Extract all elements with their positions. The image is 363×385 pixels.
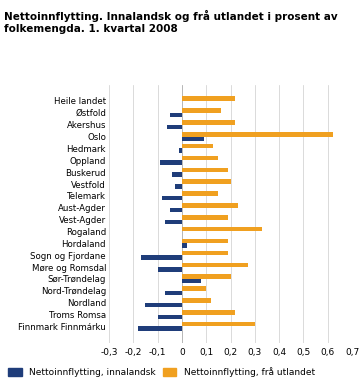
Bar (182, 286, 206, 291)
Bar (140, 255, 182, 260)
Bar (182, 279, 201, 283)
Bar (182, 310, 235, 315)
Bar (170, 113, 182, 117)
Bar (175, 184, 182, 189)
Text: Nettoinnflytting. Innalandsk og frå utlandet i prosent av
folkemengda. 1. kvarta: Nettoinnflytting. Innalandsk og frå utla… (4, 10, 337, 34)
Bar (182, 137, 204, 141)
Bar (182, 251, 228, 255)
Bar (182, 156, 219, 160)
Bar (138, 326, 182, 331)
Bar (182, 239, 228, 243)
Bar (182, 144, 213, 148)
Bar (182, 298, 211, 303)
Bar (182, 120, 235, 125)
Bar (182, 167, 228, 172)
Bar (182, 322, 255, 326)
Bar (165, 219, 182, 224)
Bar (165, 291, 182, 295)
Bar (182, 243, 187, 248)
Bar (170, 208, 182, 212)
Bar (172, 172, 182, 177)
Bar (179, 148, 182, 153)
Bar (182, 96, 235, 101)
Bar (182, 179, 231, 184)
Bar (182, 215, 228, 219)
Bar (182, 227, 262, 231)
Bar (167, 125, 182, 129)
Bar (182, 191, 219, 196)
Legend: Nettoinnflytting, innalandsk, Nettoinnflytting, frå utlandet: Nettoinnflytting, innalandsk, Nettoinnfl… (8, 367, 315, 377)
Bar (158, 267, 182, 271)
Bar (162, 196, 182, 200)
Bar (160, 160, 182, 165)
Bar (182, 108, 221, 113)
Bar (182, 263, 248, 267)
Bar (145, 303, 182, 307)
Bar (182, 275, 231, 279)
Bar (182, 132, 333, 137)
Bar (158, 315, 182, 319)
Bar (182, 203, 238, 208)
